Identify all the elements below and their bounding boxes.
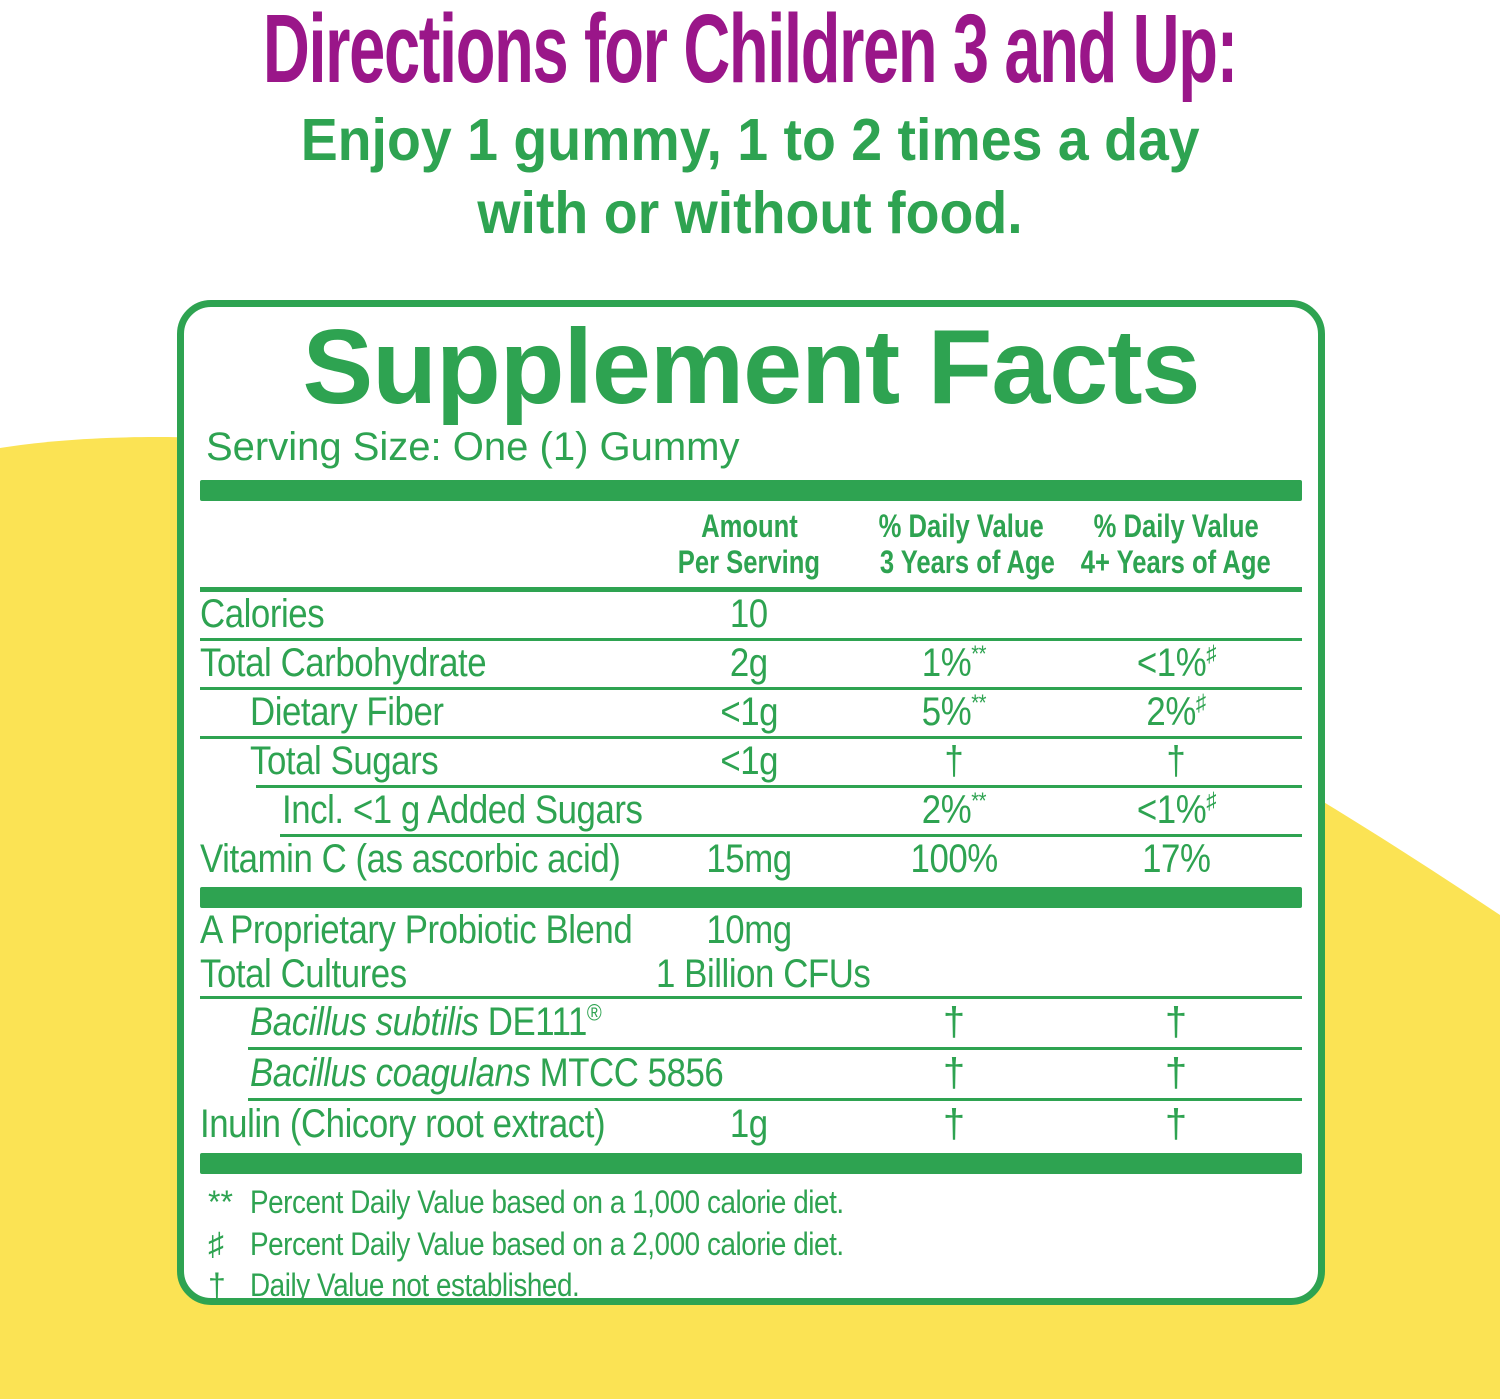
nutrient-row-vitamin-c: Vitamin C (as ascorbic acid) 15mg 100% 1… [200,837,1211,882]
directions-heading-text: Directions for Children 3 and Up: [262,0,1238,103]
row-separator [200,637,1302,641]
dosage-line-1: Enjoy 1 gummy, 1 to 2 times a day [300,107,1200,173]
divider-bar-middle [200,886,1302,908]
dosage-line-2: with or without food. [477,180,1023,247]
footnotes: ** Percent Daily Value based on a 1,000 … [200,1184,1302,1304]
divider-bar-top [200,480,1302,502]
serving-size: Serving Size: One (1) Gummy [206,425,740,470]
nutrient-row-added-sugars: Incl. <1 g Added Sugars 2%** <1%♯ [282,787,1216,833]
row-separator [200,686,1302,690]
row-separator [280,833,1302,837]
footnote-text: Percent Daily Value based on a 1,000 cal… [250,1183,844,1220]
divider-bar-bottom [200,1152,1302,1174]
dosage-text: Enjoy 1 gummy, 1 to 2 times a day with o… [0,104,1500,250]
directions-heading: Directions for Children 3 and Up: [0,0,1500,97]
row-separator [256,784,1302,788]
row-inulin: Inulin (Chicory root extract) 1g † † [200,1102,1188,1147]
footnote-text: Daily Value not established. [250,1267,580,1304]
row-total-cultures: Total Cultures 1 Billion CFUs [200,951,871,996]
footnote-text: Percent Daily Value based on a 2,000 cal… [250,1225,844,1262]
supplement-facts-title: Supplement Facts [302,308,1201,426]
footnote-symbol: ** [208,1183,233,1220]
supplement-facts-panel: Supplement Facts Serving Size: One (1) G… [177,300,1325,1305]
row-separator [248,1097,1302,1101]
row-probiotic-blend: A Proprietary Probiotic Blend 10mg [200,907,792,952]
column-header-dv-4yr: % Daily Value 4+ Years of Age [1081,508,1271,580]
nutrient-row-dietary-fiber: Dietary Fiber <1g 5%** 2%♯ [250,689,1206,735]
footnote-1000-calorie: ** Percent Daily Value based on a 1,000 … [200,1184,1302,1221]
footnote-symbol: † [208,1267,226,1304]
row-separator [248,1046,1302,1050]
nutrient-row-total-carbohydrate: Total Carbohydrate 2g 1%** <1%♯ [200,640,1216,686]
footnote-daily-value: † Daily Value not established. [200,1267,1302,1304]
column-header-row: Amount Per Serving % Daily Value 3 Years… [200,501,1302,587]
column-header-amount: Amount Per Serving [677,508,821,580]
row-bacillus-subtilis: Bacillus subtilis DE111® † † [250,999,1188,1045]
footnote-symbol: ♯ [208,1225,224,1262]
footnote-2000-calorie: ♯ Percent Daily Value based on a 2,000 c… [200,1226,1302,1263]
column-header-dv-3yr: % Daily Value 3 Years of Age [878,508,1055,580]
header-underline [200,586,1302,592]
row-separator [200,995,1302,999]
nutrient-row-calories: Calories 10 [200,592,768,637]
nutrient-row-total-sugars: Total Sugars <1g † † [250,739,1186,784]
row-separator [200,735,1302,739]
row-bacillus-coagulans: Bacillus coagulans MTCC 5856 † † [250,1051,1188,1096]
